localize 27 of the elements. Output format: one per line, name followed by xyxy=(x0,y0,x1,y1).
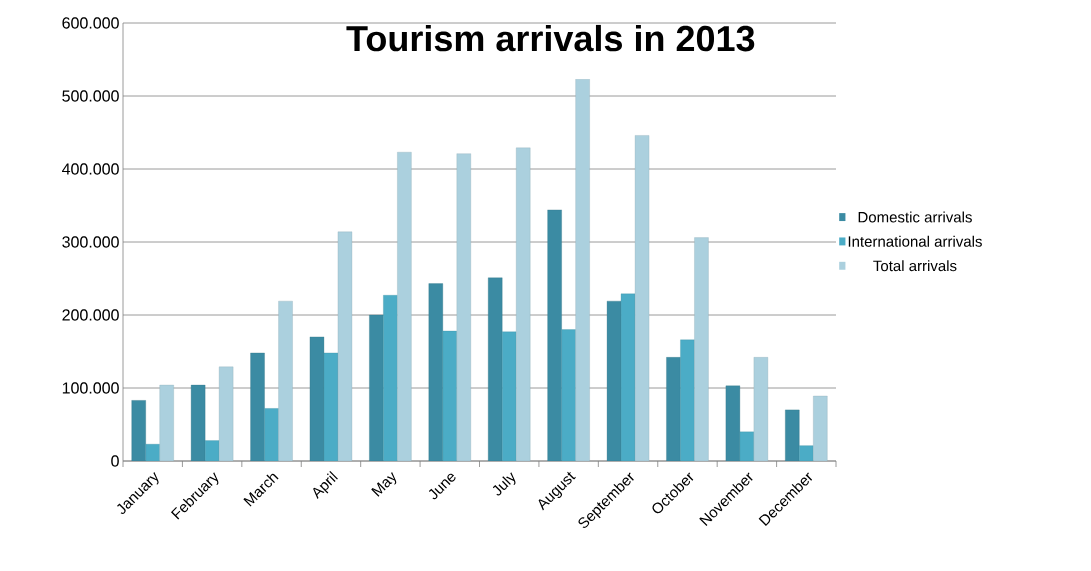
bar xyxy=(383,295,398,461)
y-tick-label: 400.000 xyxy=(62,163,119,175)
y-tick-label: 300.000 xyxy=(62,236,119,248)
bar xyxy=(680,339,695,461)
bar xyxy=(264,408,279,461)
bar xyxy=(159,384,174,461)
bar xyxy=(278,300,293,461)
bar xyxy=(813,395,828,461)
bar xyxy=(561,329,576,461)
y-tick-label: 100.000 xyxy=(62,382,119,394)
bar xyxy=(516,147,531,461)
y-tick-label: 600.000 xyxy=(62,17,119,29)
bar xyxy=(456,153,471,461)
bar xyxy=(397,152,412,461)
bar xyxy=(575,79,590,461)
x-tick-label: July xyxy=(492,472,516,496)
y-tick-label: 0 xyxy=(111,455,119,467)
legend-label: Domestic arrivals xyxy=(858,211,972,223)
bar xyxy=(694,237,709,461)
bar xyxy=(442,330,457,461)
bar xyxy=(502,331,517,461)
x-tick-label: May xyxy=(371,471,397,497)
legend-label: International arrivals xyxy=(848,235,982,247)
legend-label: Total arrivals xyxy=(873,260,957,272)
chart-title: Tourism arrivals in 2013 xyxy=(346,24,755,52)
y-tick-label: 500.000 xyxy=(62,90,119,102)
y-tick-label: 200.000 xyxy=(62,309,119,321)
